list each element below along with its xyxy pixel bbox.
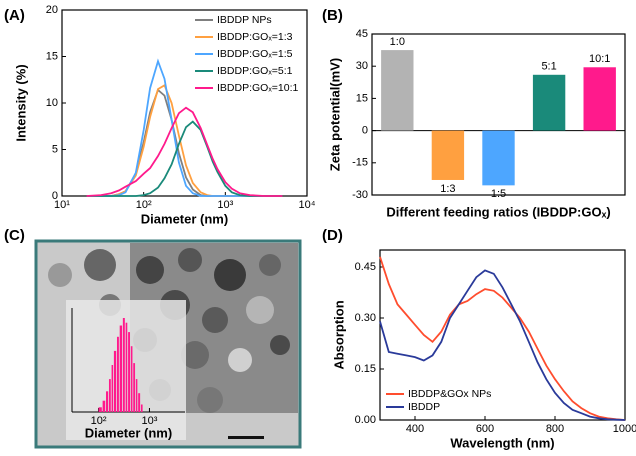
y-tick-label: 30 [356, 60, 368, 72]
histogram-bar [130, 346, 133, 412]
bar [532, 74, 566, 131]
y-tick-label: 0.00 [355, 414, 376, 426]
histogram-bar [122, 318, 125, 412]
y-tick-label: 0 [362, 125, 368, 137]
histogram-bar [125, 322, 128, 412]
y-tick-label: 45 [356, 28, 368, 40]
particle [48, 263, 72, 287]
y-axis-label: Intensity (%) [13, 64, 28, 141]
histogram-bar [106, 391, 109, 412]
tem-image [34, 239, 302, 449]
particle [178, 248, 202, 272]
histogram-bar [119, 325, 123, 412]
legend-label: IBDDP NPs [217, 14, 272, 26]
histogram-bar [111, 365, 114, 412]
series-line [86, 58, 283, 197]
histogram-bar [138, 393, 141, 412]
particle [246, 296, 274, 324]
bar-category-label: 10:1 [589, 53, 610, 65]
series-line [86, 106, 283, 197]
y-tick-label: 0.45 [355, 261, 376, 273]
bar-category-label: 5:1 [541, 61, 556, 73]
x-axis-label: Diameter (nm) [85, 425, 172, 440]
y-tick-label: 15 [46, 50, 58, 62]
panel-label: (D) [322, 227, 343, 244]
x-axis-label: Diameter (nm) [141, 211, 228, 226]
x-tick-label: 10² [91, 415, 107, 427]
histogram-bar [128, 332, 131, 412]
x-axis-label: Wavelength (nm) [450, 435, 554, 450]
series-line [379, 256, 626, 421]
y-tick-label: 10 [46, 97, 58, 109]
particle [259, 254, 281, 276]
histogram-bar [108, 379, 111, 412]
x-tick-label: 10¹ [54, 199, 70, 211]
y-tick-label: 0.15 [355, 363, 376, 375]
y-tick-label: -15 [352, 157, 368, 169]
series-line [379, 269, 626, 421]
x-tick-label: 10² [136, 199, 152, 211]
y-tick-label: 0.30 [355, 312, 376, 324]
panel-label: (B) [322, 7, 343, 24]
panel-label: (A) [4, 7, 25, 24]
histogram-bar [133, 363, 136, 412]
legend-label: IBDDP:GOₓ=10:1 [217, 82, 299, 94]
y-axis-label: Absorption [331, 300, 346, 369]
histogram-bar [98, 407, 102, 412]
x-tick-label: 10⁴ [299, 199, 316, 211]
legend-label: IBDDP&GOx NPs [408, 388, 491, 400]
bar-category-label: 1:3 [440, 183, 455, 195]
particle [214, 259, 246, 291]
x-tick-label: 10³ [141, 415, 157, 427]
bar [431, 130, 465, 180]
bar-category-label: 1:5 [491, 188, 506, 200]
histogram-bar [113, 350, 117, 412]
bar [482, 130, 515, 186]
histogram-bar [116, 336, 119, 412]
x-tick-label: 600 [476, 423, 494, 435]
y-tick-label: -30 [352, 189, 368, 201]
y-tick-label: 5 [52, 143, 58, 155]
x-tick-label: 800 [546, 423, 564, 435]
panel-label: (C) [4, 227, 25, 244]
plot-frame [379, 249, 626, 421]
particle [228, 348, 252, 372]
x-axis-label: Different feeding ratios (IBDDP:GOₓ) [386, 204, 610, 219]
histogram-bar [102, 400, 106, 412]
bar-category-label: 1:0 [390, 36, 405, 48]
y-tick-label: 20 [46, 4, 58, 16]
plot-frame [371, 33, 626, 196]
particle [202, 307, 228, 333]
bar [583, 67, 616, 131]
y-tick-label: 15 [356, 92, 368, 104]
x-tick-label: 1000 [613, 423, 636, 435]
legend-label: IBDDP:GOₓ=1:5 [217, 48, 293, 60]
particle [84, 249, 116, 281]
legend-label: IBDDP:GOₓ=1:3 [217, 31, 293, 43]
series-line [86, 120, 283, 197]
scale-bar [228, 436, 264, 439]
legend-label: IBDDP [408, 401, 440, 413]
histogram-bar [140, 404, 143, 412]
y-axis-label: Zeta potential(mV) [327, 58, 342, 171]
histogram-bar [135, 379, 138, 412]
legend-label: IBDDP:GOₓ=5:1 [217, 65, 293, 77]
particle [181, 341, 209, 369]
particle [270, 335, 290, 355]
y-tick-label: 0 [52, 190, 58, 202]
particle [197, 387, 223, 413]
x-tick-label: 10³ [217, 199, 233, 211]
bar [381, 50, 414, 131]
particle [136, 256, 164, 284]
x-tick-label: 400 [406, 423, 424, 435]
